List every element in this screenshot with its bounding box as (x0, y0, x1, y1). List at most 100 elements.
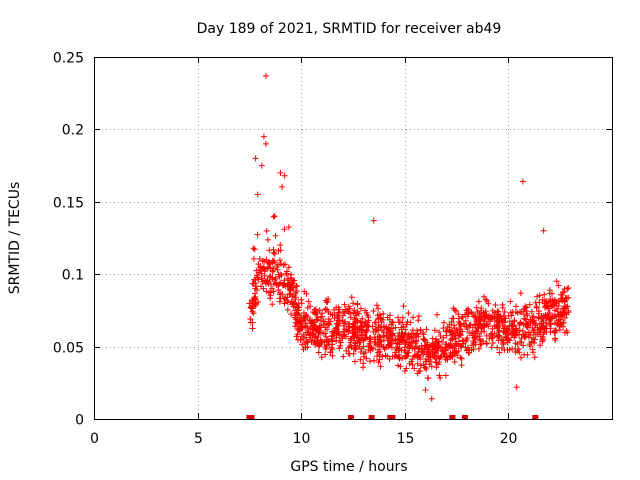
y-axis-label: SRMTID / TECUs (7, 182, 23, 295)
data-point (300, 346, 307, 353)
data-point (440, 334, 447, 341)
data-point (411, 365, 418, 372)
data-point (399, 314, 406, 321)
data-point (417, 327, 424, 334)
data-point (292, 290, 299, 297)
data-point (534, 293, 541, 300)
data-point (252, 155, 259, 162)
data-point (465, 346, 472, 353)
data-point (541, 297, 548, 304)
x-tick-label: 20 (500, 431, 518, 447)
data-point (491, 330, 498, 337)
data-point (378, 341, 385, 348)
data-point (370, 217, 377, 224)
data-point (357, 305, 364, 312)
data-point (423, 365, 430, 372)
data-point (276, 257, 283, 264)
data-point (251, 246, 258, 253)
data-point (377, 363, 384, 370)
data-point (302, 340, 309, 347)
data-point (284, 283, 291, 290)
data-point (281, 280, 288, 287)
data-point (483, 320, 490, 327)
data-point (512, 331, 519, 338)
data-point (306, 331, 313, 338)
data-point (530, 349, 537, 356)
data-point (266, 247, 273, 254)
x-tick-label: 15 (397, 431, 415, 447)
data-point (249, 308, 256, 315)
data-point (514, 310, 521, 317)
data-point (323, 326, 330, 333)
x-axis-label: GPS time / hours (290, 459, 407, 475)
data-point (395, 362, 402, 369)
data-point (457, 354, 464, 361)
gap-marker (368, 415, 375, 420)
data-point (275, 286, 282, 293)
data-point (273, 281, 280, 288)
data-point (322, 330, 329, 337)
y-axis-ticks: 0 0.05 0.1 0.15 0.2 0.25 (53, 51, 612, 429)
data-point (369, 345, 376, 352)
data-point (495, 318, 502, 325)
data-point (550, 301, 557, 308)
data-point (312, 340, 319, 347)
data-point (277, 247, 284, 254)
data-point (561, 329, 568, 336)
data-point (249, 325, 256, 332)
data-point (555, 318, 562, 325)
data-point (565, 294, 572, 301)
data-point (293, 282, 300, 289)
data-point (263, 288, 270, 295)
data-point (260, 285, 267, 292)
data-point (251, 290, 258, 297)
data-point (280, 262, 287, 269)
data-point (512, 349, 519, 356)
data-point (300, 309, 307, 316)
data-point (307, 332, 314, 339)
data-point (333, 332, 340, 339)
data-point (415, 313, 422, 320)
data-point (294, 336, 301, 343)
data-point (451, 345, 458, 352)
data-point (473, 328, 480, 335)
data-point (403, 365, 410, 372)
data-point (363, 328, 370, 335)
data-point (524, 324, 531, 331)
data-point (511, 318, 518, 325)
data-point (403, 321, 410, 328)
data-point (517, 290, 524, 297)
data-point (473, 304, 480, 311)
data-point (294, 331, 301, 338)
data-point (472, 314, 479, 321)
data-point (310, 319, 317, 326)
data-point (565, 285, 572, 292)
data-point (500, 328, 507, 335)
data-point (373, 302, 380, 309)
data-point (399, 330, 406, 337)
data-point (449, 349, 456, 356)
data-point (528, 308, 535, 315)
data-point (405, 349, 412, 356)
data-point (270, 265, 277, 272)
data-point (410, 330, 417, 337)
data-point (289, 301, 296, 308)
data-point (462, 344, 469, 351)
data-point (382, 352, 389, 359)
data-point (256, 256, 263, 263)
data-point (549, 297, 556, 304)
data-point (401, 347, 408, 354)
data-point (400, 303, 407, 310)
data-point (425, 375, 432, 382)
data-point (267, 264, 274, 271)
x-axis-ticks: 0 5 10 15 20 (90, 57, 517, 447)
data-point (363, 309, 370, 316)
data-point (375, 346, 382, 353)
data-point (388, 344, 395, 351)
data-point (555, 282, 562, 289)
data-point (551, 320, 558, 327)
data-point (355, 335, 362, 342)
data-point (417, 362, 424, 369)
data-point (364, 322, 371, 329)
data-point (548, 302, 555, 309)
